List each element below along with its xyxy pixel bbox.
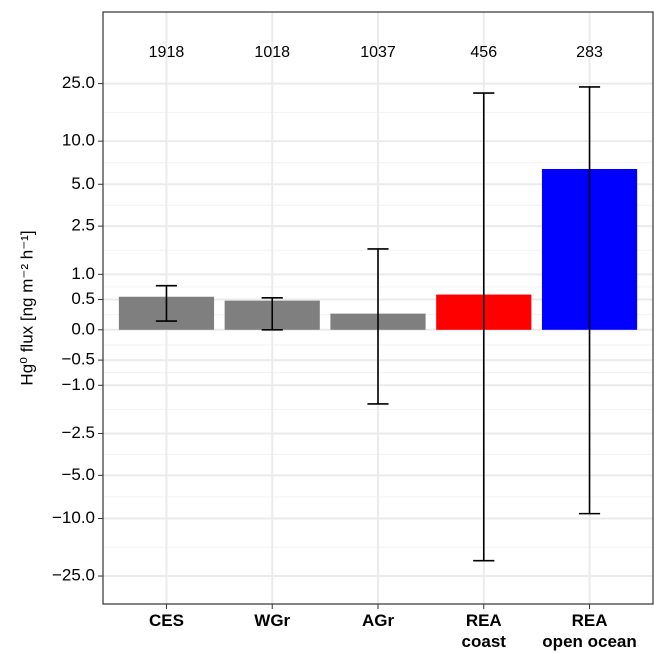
count-label: 1018 — [254, 44, 290, 61]
y-tick-label: 0.5 — [71, 289, 95, 308]
x-tick-label: REA coast — [462, 611, 507, 651]
y-tick-label: 25.0 — [62, 73, 95, 92]
count-label: 283 — [576, 44, 603, 61]
y-tick-label: −10.0 — [52, 508, 95, 527]
y-tick-label: 5.0 — [71, 174, 95, 193]
count-label: 1037 — [360, 44, 396, 61]
x-tick-label: AGr — [362, 611, 395, 630]
y-tick-label: 1.0 — [71, 264, 95, 283]
y-tick-label: 0.0 — [71, 319, 95, 338]
y-tick-label: 2.5 — [71, 216, 95, 235]
count-label: 1918 — [149, 44, 185, 61]
error-bar — [367, 248, 389, 405]
y-tick-label: −1.0 — [61, 375, 95, 394]
x-tick-label: WGr — [254, 611, 290, 630]
error-bar — [473, 92, 495, 562]
y-tick-label: −0.5 — [61, 350, 95, 369]
y-tick-label: −5.0 — [61, 465, 95, 484]
y-tick-label: −2.5 — [61, 423, 95, 442]
plot-border — [102, 11, 654, 605]
x-tick-label: CES — [149, 611, 184, 630]
y-tick-label: −25.0 — [52, 566, 95, 585]
error-bar — [155, 284, 178, 322]
y-tick-label: 10.0 — [62, 131, 95, 150]
error-bar — [578, 86, 601, 515]
count-label: 456 — [470, 44, 497, 61]
error-bar — [261, 297, 283, 331]
y-axis-title: Hg⁰ flux [ng m⁻² h⁻¹] — [17, 230, 36, 385]
x-tick-label: REA open ocean — [542, 611, 636, 651]
